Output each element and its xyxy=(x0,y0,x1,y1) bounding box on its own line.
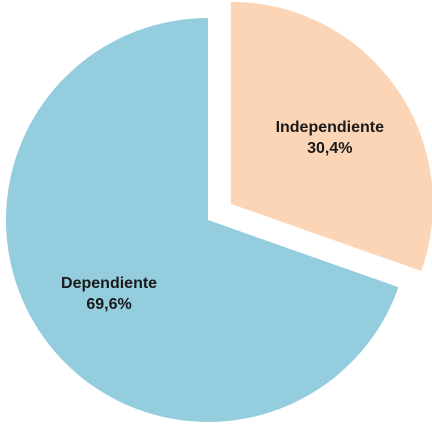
slice-label-dependiente: Dependiente xyxy=(61,275,157,292)
pie-labels: Independiente 30,4% Dependiente 69,6% xyxy=(61,119,384,313)
pie-slice-dependiente xyxy=(6,18,399,422)
slice-value-dependiente: 69,6% xyxy=(86,296,131,313)
pie-slice-independiente xyxy=(230,1,432,272)
pie-slices xyxy=(6,1,432,422)
slice-value-independiente: 30,4% xyxy=(307,140,352,157)
slice-label-independiente: Independiente xyxy=(276,119,385,136)
